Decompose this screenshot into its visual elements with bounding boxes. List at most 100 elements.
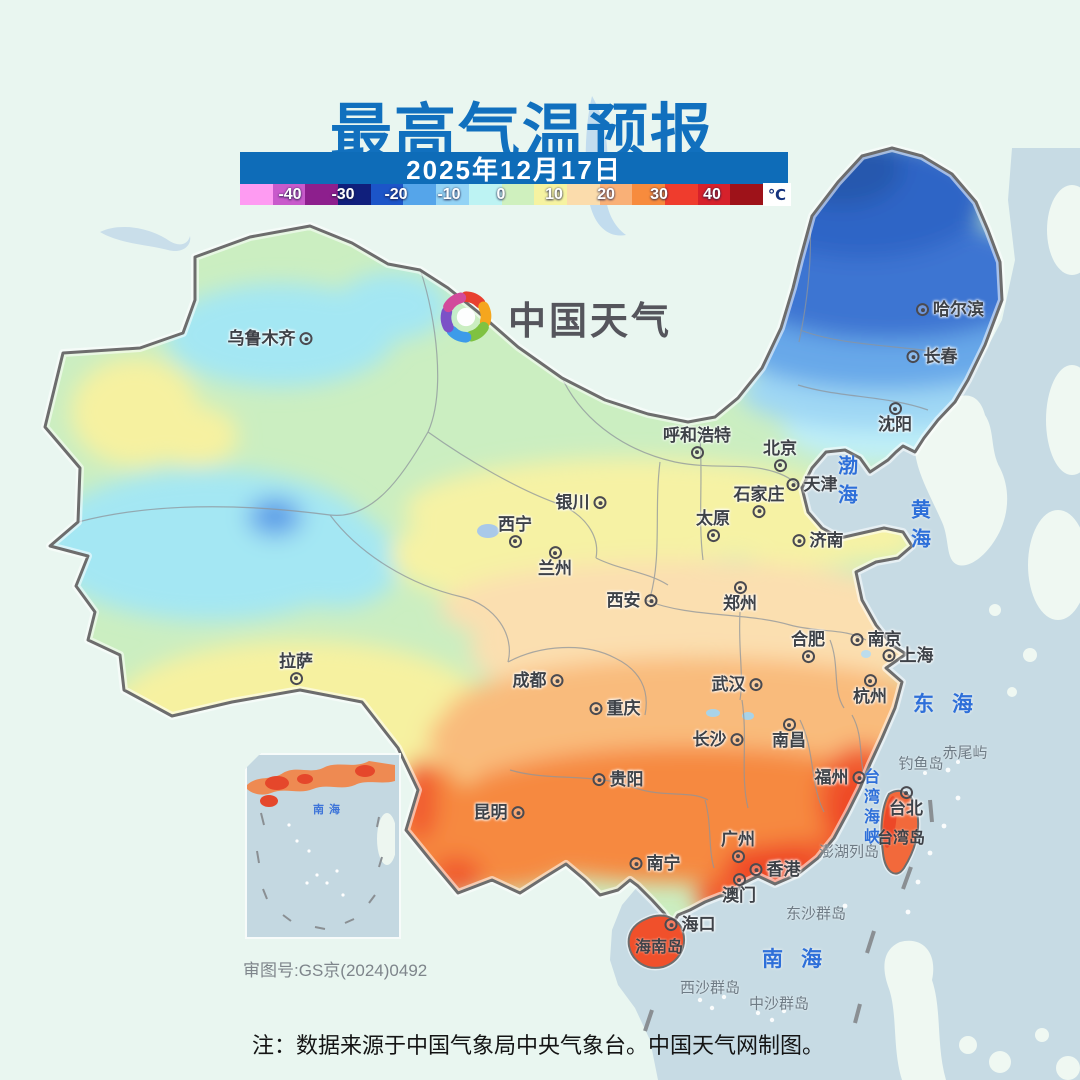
city-label: 乌鲁木齐 bbox=[227, 329, 296, 349]
city-label: 沈阳 bbox=[878, 415, 912, 435]
city: 济南 bbox=[792, 532, 844, 550]
legend-tick: 20 bbox=[597, 186, 615, 203]
city: 香港 bbox=[749, 860, 801, 880]
city-marker-icon bbox=[644, 594, 658, 608]
city-marker-icon bbox=[792, 534, 806, 548]
city-marker-icon bbox=[749, 678, 763, 692]
sea-label: 渤海 bbox=[834, 455, 857, 513]
islets bbox=[697, 760, 961, 1023]
china-border bbox=[43, 146, 1004, 927]
city: 西宁 bbox=[498, 516, 532, 548]
city-label: 天津 bbox=[803, 475, 838, 495]
city-marker-icon bbox=[882, 649, 896, 663]
city-label: 南京 bbox=[867, 630, 902, 650]
legend-segment bbox=[272, 184, 306, 205]
city-label: 南昌 bbox=[772, 731, 806, 751]
city: 长沙 bbox=[693, 731, 744, 749]
sea-region bbox=[610, 148, 1080, 1080]
city-marker-icon bbox=[289, 671, 303, 685]
city-label: 太原 bbox=[696, 509, 730, 529]
china-weather-logo: 中国天气 bbox=[437, 288, 672, 346]
city-marker-icon bbox=[589, 702, 603, 716]
data-source-note: 注：数据来源于中国气象局中央气象台。中国天气网制图。 bbox=[251, 1033, 825, 1058]
legend-segment bbox=[664, 184, 698, 205]
city-marker-icon bbox=[752, 504, 766, 518]
city-label: 银川 bbox=[555, 493, 590, 513]
city: 澳门 bbox=[722, 873, 756, 905]
city-marker-icon bbox=[749, 863, 763, 877]
island-label: 台湾岛 bbox=[876, 830, 926, 847]
forecast-date-bar: 2025年12月17日 bbox=[240, 152, 788, 185]
city-label: 重庆 bbox=[606, 699, 641, 719]
city: 太原 bbox=[696, 510, 730, 542]
legend-tick: 10 bbox=[545, 186, 563, 203]
city-marker-icon bbox=[733, 581, 747, 595]
city: 海口 bbox=[664, 916, 716, 934]
legend-tick: 0 bbox=[496, 186, 506, 203]
legend-segment bbox=[403, 184, 437, 205]
city-label: 杭州 bbox=[853, 687, 887, 707]
city: 呼和浩特 bbox=[663, 427, 731, 459]
city-marker-icon bbox=[786, 478, 800, 492]
legend-tick: 40 bbox=[703, 186, 721, 203]
city: 福州 bbox=[815, 769, 866, 787]
legend-unit: ℃ bbox=[763, 183, 791, 206]
city-marker-icon bbox=[706, 528, 720, 542]
city: 广州 bbox=[721, 831, 755, 863]
city-marker-icon bbox=[731, 849, 745, 863]
philippines-land bbox=[884, 940, 1080, 1080]
city: 上海 bbox=[882, 647, 934, 665]
legend-segment bbox=[338, 184, 371, 205]
city-label: 南宁 bbox=[646, 854, 681, 874]
island-label: 中沙群岛 bbox=[748, 995, 810, 1013]
city: 南京 bbox=[850, 630, 902, 650]
city: 南宁 bbox=[629, 854, 681, 874]
city-marker-icon bbox=[593, 496, 607, 510]
city: 郑州 bbox=[723, 581, 757, 613]
city: 南昌 bbox=[772, 718, 806, 750]
city-marker-icon bbox=[664, 918, 678, 932]
legend-segment bbox=[436, 184, 469, 205]
city-label: 西宁 bbox=[498, 515, 532, 535]
logo-text: 中国天气 bbox=[508, 300, 673, 343]
taiwan-island bbox=[878, 788, 921, 877]
province-borders bbox=[77, 169, 939, 869]
city: 长春 bbox=[906, 348, 958, 366]
city-marker-icon bbox=[299, 332, 313, 346]
city-marker-icon bbox=[863, 674, 877, 688]
city-label: 合肥 bbox=[791, 630, 825, 650]
legend-segment bbox=[501, 184, 535, 205]
inset-map-graphic bbox=[247, 761, 397, 930]
city-label: 呼和浩特 bbox=[663, 426, 731, 446]
city-marker-icon bbox=[801, 649, 815, 663]
city-marker-icon bbox=[732, 873, 746, 887]
city-label: 兰州 bbox=[538, 559, 572, 579]
city-label: 台北 bbox=[889, 799, 923, 819]
legend-tick: -40 bbox=[278, 186, 302, 203]
city-label: 广州 bbox=[721, 830, 755, 850]
city-label: 长沙 bbox=[692, 730, 727, 750]
city-label: 福州 bbox=[814, 768, 849, 788]
legend-tick: 30 bbox=[650, 186, 668, 203]
legend-segment bbox=[305, 184, 339, 205]
island-label: 海南岛 bbox=[634, 939, 684, 956]
city-label: 香港 bbox=[766, 860, 801, 880]
legend-tick: -30 bbox=[331, 186, 355, 203]
south-china-sea-inset-map: 南海 bbox=[245, 753, 401, 939]
island-label: 西沙群岛 bbox=[679, 979, 741, 997]
city: 北京 bbox=[763, 440, 797, 472]
city-label: 成都 bbox=[512, 671, 547, 691]
city: 重庆 bbox=[589, 699, 641, 719]
korea-land bbox=[915, 395, 1008, 566]
city-marker-icon bbox=[899, 786, 913, 800]
city-marker-icon bbox=[690, 445, 704, 459]
city-label: 哈尔滨 bbox=[933, 300, 984, 320]
city: 石家庄 bbox=[734, 486, 785, 518]
city-marker-icon bbox=[888, 402, 902, 416]
city-label: 郑州 bbox=[723, 594, 757, 614]
city-label: 石家庄 bbox=[733, 485, 785, 505]
island-label: 澎湖列岛 bbox=[818, 843, 880, 861]
city-marker-icon bbox=[852, 771, 866, 785]
